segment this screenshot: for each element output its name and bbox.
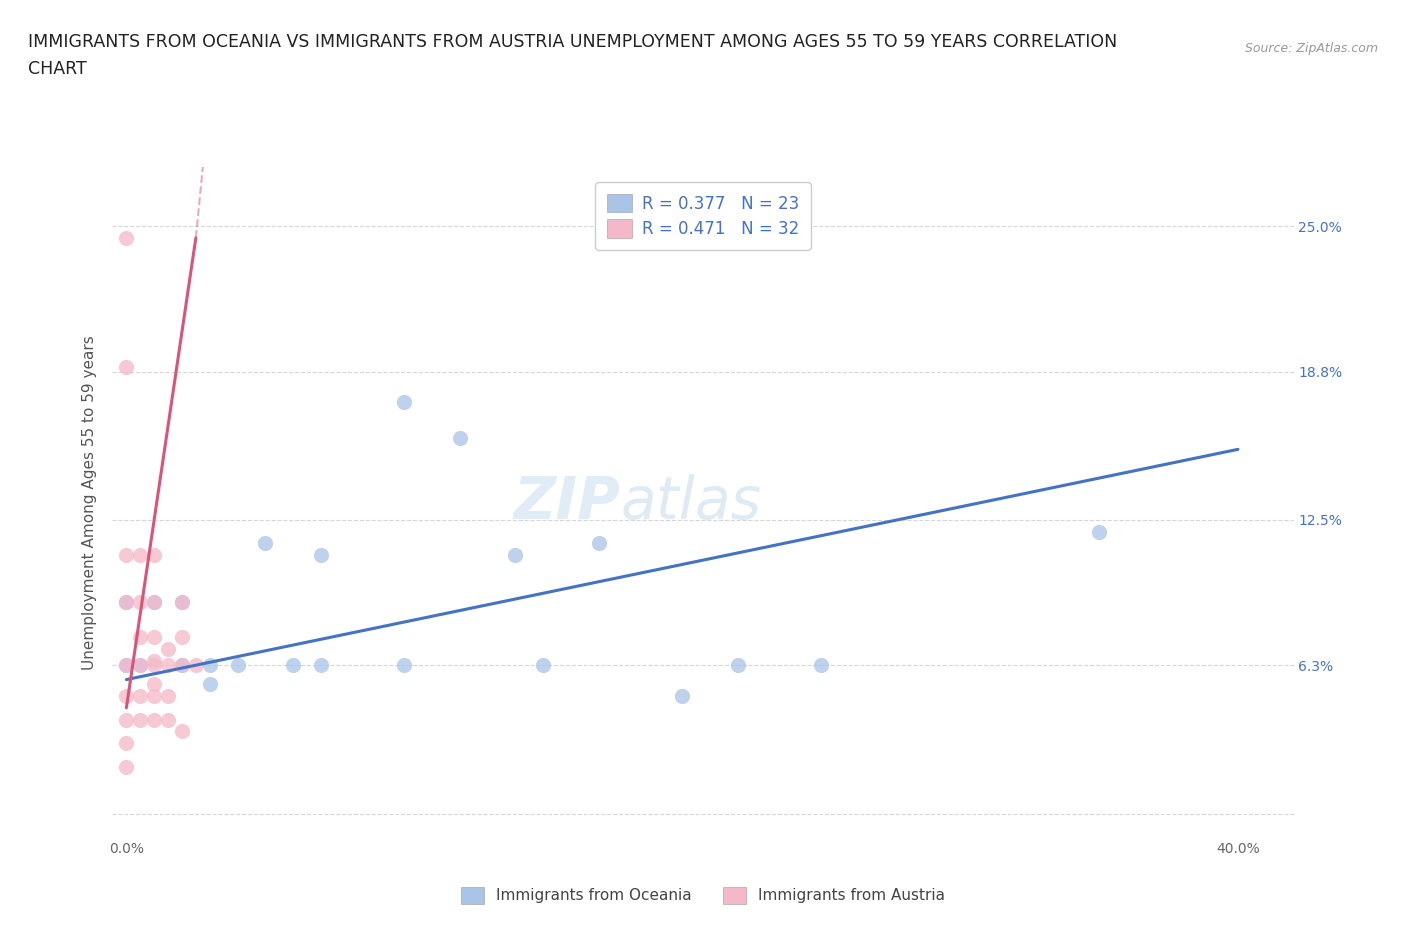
Point: [449, 431, 471, 445]
Text: ZIP: ZIP: [513, 473, 620, 531]
Point: [157, 642, 180, 657]
Point: [129, 658, 152, 673]
Point: [394, 395, 416, 410]
Point: [115, 658, 138, 673]
Point: [170, 630, 193, 644]
Point: [115, 594, 138, 609]
Point: [281, 658, 304, 673]
Point: [727, 658, 749, 673]
Point: [588, 536, 610, 551]
Point: [115, 759, 138, 774]
Legend: Immigrants from Oceania, Immigrants from Austria: Immigrants from Oceania, Immigrants from…: [456, 881, 950, 910]
Text: Source: ZipAtlas.com: Source: ZipAtlas.com: [1244, 42, 1378, 55]
Point: [115, 736, 138, 751]
Point: [115, 548, 138, 563]
Point: [129, 548, 152, 563]
Point: [115, 360, 138, 375]
Point: [170, 594, 193, 609]
Point: [198, 658, 221, 673]
Point: [115, 658, 138, 673]
Point: [505, 548, 527, 563]
Point: [170, 658, 193, 673]
Point: [115, 594, 138, 609]
Point: [143, 548, 166, 563]
Point: [309, 548, 332, 563]
Point: [143, 594, 166, 609]
Point: [115, 688, 138, 703]
Point: [143, 594, 166, 609]
Point: [309, 658, 332, 673]
Point: [129, 688, 152, 703]
Point: [1088, 525, 1111, 539]
Point: [198, 677, 221, 692]
Point: [394, 658, 416, 673]
Point: [115, 231, 138, 246]
Point: [129, 630, 152, 644]
Point: [157, 688, 180, 703]
Y-axis label: Unemployment Among Ages 55 to 59 years: Unemployment Among Ages 55 to 59 years: [82, 335, 97, 670]
Text: CHART: CHART: [28, 60, 87, 78]
Point: [226, 658, 249, 673]
Point: [143, 712, 166, 727]
Point: [129, 658, 152, 673]
Point: [129, 594, 152, 609]
Point: [143, 688, 166, 703]
Text: atlas: atlas: [620, 473, 761, 531]
Point: [143, 630, 166, 644]
Point: [157, 712, 180, 727]
Point: [143, 677, 166, 692]
Point: [254, 536, 277, 551]
Point: [115, 712, 138, 727]
Point: [531, 658, 554, 673]
Point: [143, 658, 166, 673]
Point: [170, 724, 193, 738]
Point: [143, 654, 166, 669]
Point: [170, 658, 193, 673]
Point: [671, 688, 693, 703]
Point: [184, 658, 207, 673]
Point: [157, 658, 180, 673]
Point: [129, 712, 152, 727]
Point: [810, 658, 832, 673]
Text: IMMIGRANTS FROM OCEANIA VS IMMIGRANTS FROM AUSTRIA UNEMPLOYMENT AMONG AGES 55 TO: IMMIGRANTS FROM OCEANIA VS IMMIGRANTS FR…: [28, 33, 1118, 50]
Point: [170, 594, 193, 609]
